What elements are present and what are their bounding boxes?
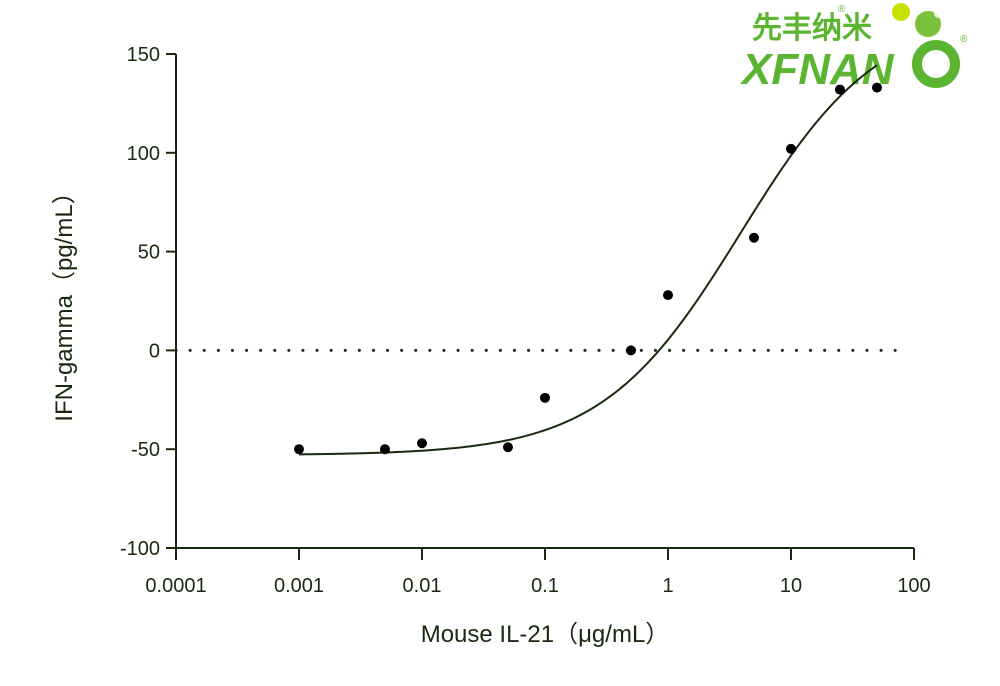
data-point xyxy=(834,84,845,95)
logo-english-text: XFNAN xyxy=(739,45,895,94)
x-tick-label: 0.001 xyxy=(274,575,324,597)
data-point xyxy=(748,232,759,243)
y-tick-label: -100 xyxy=(120,538,160,560)
x-tick-label: 0.01 xyxy=(403,575,442,597)
data-point xyxy=(871,82,882,93)
y-tick-label: 0 xyxy=(149,340,160,362)
y-axis-ticks: -100 -50 0 50 100 150 xyxy=(120,44,176,560)
logo-ball-yellow xyxy=(892,3,910,21)
logo-ball-green xyxy=(915,11,941,37)
data-points xyxy=(294,82,882,455)
x-tick-label: 0.0001 xyxy=(145,575,206,597)
x-tick-label: 1 xyxy=(662,575,673,597)
y-tick-label: 50 xyxy=(138,242,160,264)
data-point xyxy=(379,444,390,455)
data-point xyxy=(294,444,304,455)
logo-chinese-text: 先丰纳米 xyxy=(752,11,872,46)
x-tick-label: 100 xyxy=(897,575,930,597)
x-tick-label: 0.1 xyxy=(531,575,559,597)
data-point xyxy=(502,442,513,453)
brand-logo: 先丰纳米 ® XFNAN ® xyxy=(739,3,968,94)
data-point xyxy=(417,438,427,449)
logo-registered-mark-top: ® xyxy=(838,4,846,15)
x-axis-title: Mouse IL-21（μg/mL） xyxy=(421,621,670,648)
fit-curve-group xyxy=(298,64,878,456)
y-tick-label: 150 xyxy=(127,44,160,66)
x-tick-label: 10 xyxy=(780,575,802,597)
data-point xyxy=(786,143,796,154)
logo-o-ring xyxy=(912,40,960,88)
y-tick-label: -50 xyxy=(131,439,160,461)
data-point xyxy=(625,345,636,356)
data-point xyxy=(540,392,550,403)
x-axis-ticks: 0.0001 0.001 0.01 0.1 1 10 100 xyxy=(145,548,931,597)
logo-registered-mark: ® xyxy=(960,34,968,45)
data-point xyxy=(663,290,673,301)
logo-ball-highlight xyxy=(934,10,942,18)
fit-curve xyxy=(298,64,878,456)
y-tick-label: 100 xyxy=(127,143,160,165)
y-axis-title: IFN-gamma（pg/mL） xyxy=(51,180,78,421)
